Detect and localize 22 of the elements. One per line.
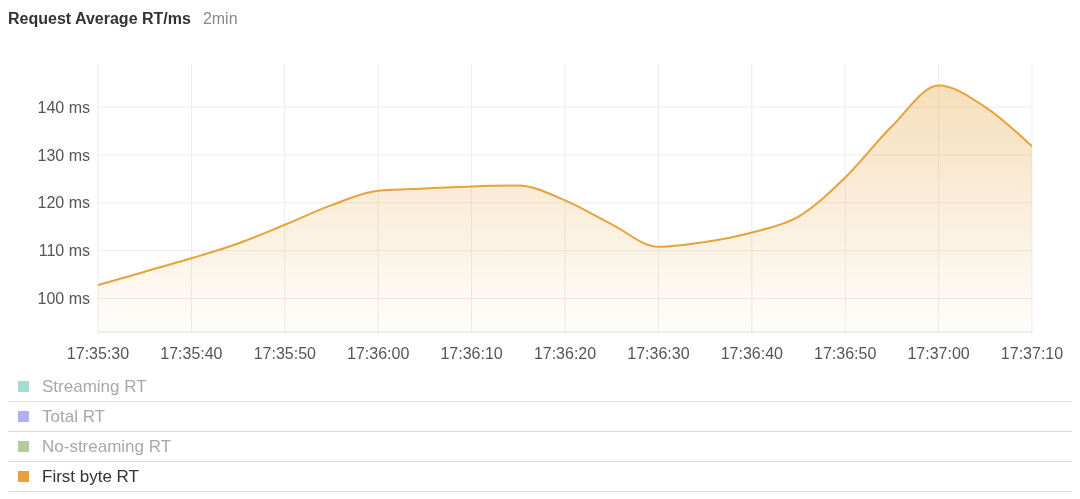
x-tick-label: 17:35:50 — [253, 345, 317, 363]
chart-title: Request Average RT/ms — [8, 10, 191, 28]
x-tick-label: 17:36:30 — [627, 345, 690, 363]
chart-subtitle: 2min — [202, 10, 238, 28]
x-tick-label: 17:35:30 — [66, 345, 130, 363]
x-tick-label: 17:37:00 — [907, 345, 970, 363]
y-tick-label: 130 ms — [37, 146, 90, 164]
x-tick-label: 17:36:40 — [720, 345, 784, 363]
x-tick-label: 17:35:40 — [160, 345, 223, 363]
x-tick-label: 17:36:50 — [814, 345, 877, 363]
y-tick-label: 120 ms — [37, 194, 90, 212]
x-tick-label: 17:37:10 — [1000, 345, 1064, 363]
legend-label: No-streaming RT — [42, 436, 172, 457]
x-tick-label: 17:36:20 — [533, 345, 597, 363]
x-tick-label: 17:36:10 — [440, 345, 503, 363]
legend-label: Total RT — [42, 406, 105, 427]
legend-label: First byte RT — [42, 466, 139, 487]
legend-label: Streaming RT — [42, 376, 147, 397]
y-tick-label: 110 ms — [38, 242, 90, 260]
y-tick-label: 140 ms — [37, 98, 90, 116]
x-tick-label: 17:36:00 — [347, 345, 410, 363]
y-tick-label: 100 ms — [37, 290, 90, 308]
